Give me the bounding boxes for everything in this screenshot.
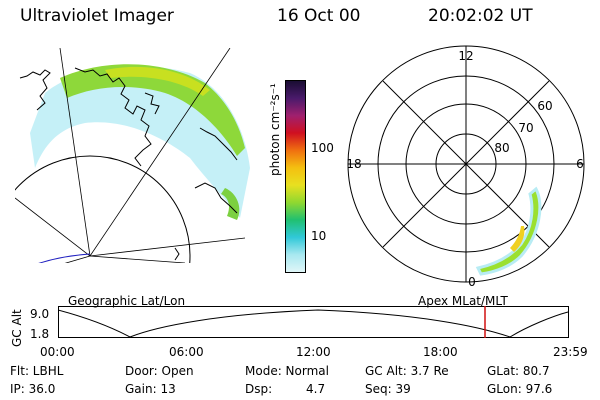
altitude-timeline — [58, 306, 569, 338]
door-info: Door: Open — [125, 364, 194, 378]
colorbar-tick-100: 100 — [311, 141, 334, 155]
filter-info: Flt: LBHL — [10, 364, 64, 378]
x-tick-0000: 00:00 — [40, 345, 75, 359]
altitude-curve — [58, 309, 569, 338]
y-tick-1-8: 1.8 — [30, 327, 50, 341]
geographic-label: Geographic Lat/Lon — [68, 294, 186, 308]
instrument-title: Ultraviolet Imager — [20, 6, 174, 26]
lat-label-60: 60 — [537, 99, 552, 113]
polar-plot: 12 18 6 0 60 70 80 — [346, 45, 585, 289]
gc-alt-info: GC Alt: 3.7 Re — [365, 364, 449, 378]
lat-label-80: 80 — [494, 141, 509, 155]
gc-alt-axis-label: GC Alt — [10, 309, 24, 347]
colorbar-tick-10: 10 — [311, 229, 327, 243]
colorbar — [285, 80, 306, 273]
x-tick-1800: 18:00 — [423, 345, 458, 359]
seq-info: Seq: 39 — [365, 382, 411, 396]
x-tick-0600: 06:00 — [169, 345, 204, 359]
aurora-diffuse — [30, 65, 250, 218]
x-tick-2359: 23:59 — [553, 345, 588, 359]
hour-label-0: 0 — [468, 275, 476, 289]
mode-info: Mode: Normal — [245, 364, 329, 378]
coastline — [19, 67, 238, 261]
dsp-label: Dsp: — [245, 382, 273, 396]
polar-aurora — [475, 186, 542, 276]
ip-info: IP: 36.0 — [10, 382, 56, 396]
hour-label-18: 18 — [346, 157, 361, 171]
glat-info: GLat: 80.7 — [487, 364, 550, 378]
gain-info: Gain: 13 — [125, 382, 176, 396]
apex-label: Apex MLat/MLT — [418, 294, 508, 308]
colorbar-unit-label: photon cm⁻²s⁻¹ — [268, 83, 282, 176]
x-tick-1200: 12:00 — [296, 345, 331, 359]
hour-label-6: 6 — [576, 157, 584, 171]
geographic-map — [15, 48, 250, 263]
glon-info: GLon: 97.6 — [487, 382, 553, 396]
dsp-value: 4.7 — [306, 382, 326, 396]
y-tick-9: 9.0 — [30, 307, 50, 321]
time-label: 20:02:02 UT — [428, 6, 533, 26]
hour-label-12: 12 — [458, 49, 473, 63]
date-label: 16 Oct 00 — [277, 6, 361, 26]
lat-label-70: 70 — [518, 121, 533, 135]
